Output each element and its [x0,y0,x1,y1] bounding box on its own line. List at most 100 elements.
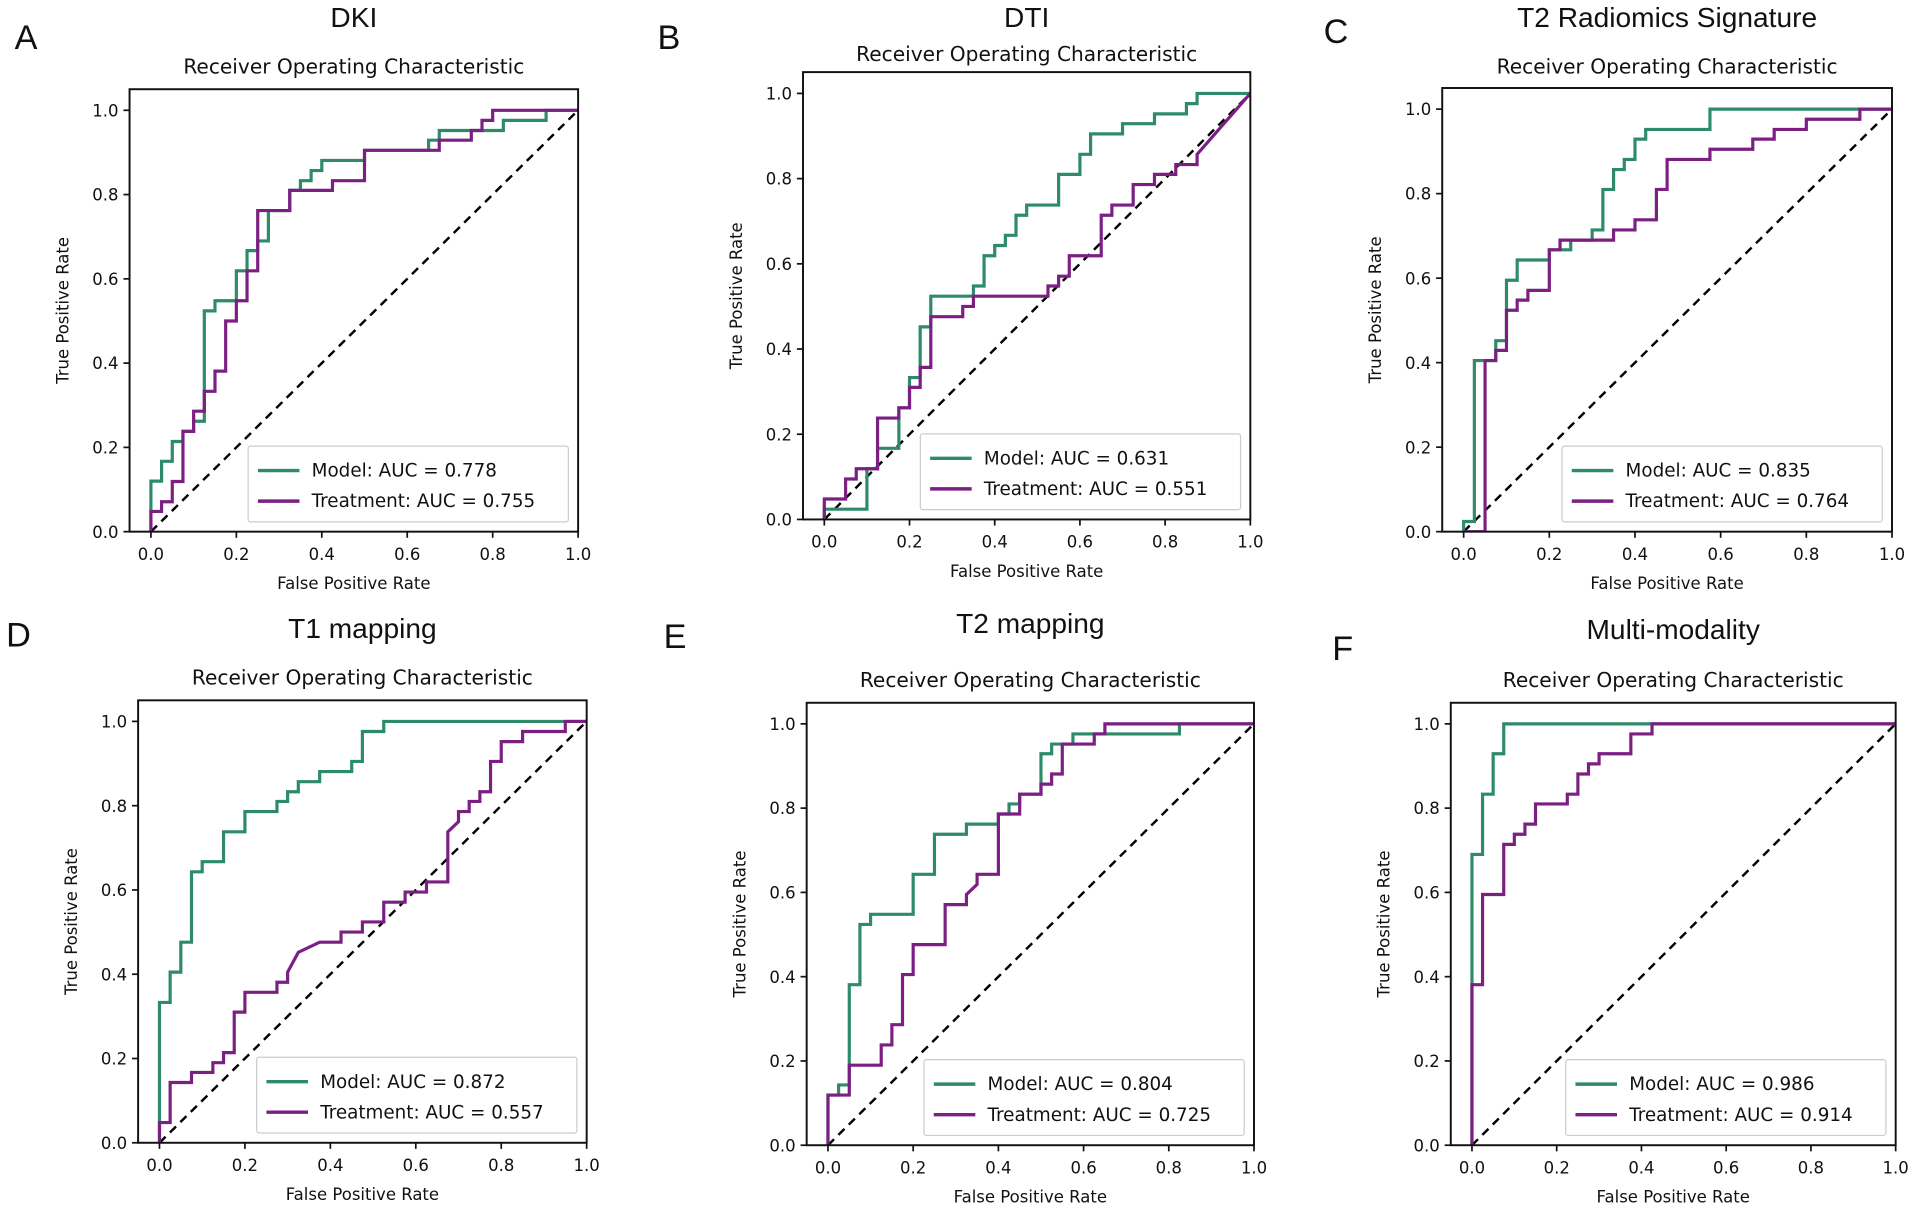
y-tick-label: 0.2 [1405,438,1431,457]
x-tick-label: 1.0 [565,545,591,564]
roc-curve-model [1470,722,1896,1146]
plot-frame [805,701,1255,1147]
roc-curve-treatment [822,92,1251,520]
legend-label-model: Model: AUC = 0.872 [320,1072,505,1093]
chance-diagonal-line [158,720,587,1143]
roc-curve-treatment [1463,107,1893,532]
legend: Model: AUC = 0.804 Treatment: AUC = 0.725 [923,1059,1245,1137]
chart-title: Receiver Operating Characteristic [860,668,1201,692]
x-tick-label: 0.8 [1152,533,1178,552]
y-tick-label: 0.6 [766,255,792,274]
y-tick-label: 0.6 [1405,269,1431,288]
panel-main-title: T2 Radiomics Signature [1517,2,1817,33]
y-tick-label: 0.2 [1414,1052,1440,1071]
y-tick-label: 0.4 [101,965,127,984]
x-tick-label: 1.0 [574,1156,600,1175]
roc-curve-treatment [149,108,579,532]
legend-label-model: Model: AUC = 0.631 [984,448,1169,469]
y-tick-label: 1.0 [1414,715,1440,734]
y-tick-label: 0.0 [92,523,118,542]
legend-label-model: Model: AUC = 0.835 [1626,461,1811,482]
roc-panel-f: F Multi-modality Receiver Operating Charac… [1332,614,1909,1206]
legend: Model: AUC = 0.631 Treatment: AUC = 0.551 [919,433,1242,511]
y-tick-label: 0.2 [766,425,792,444]
panel-main-title: Multi-modality [1587,614,1760,645]
legend-box [1565,1059,1887,1137]
chance-diagonal-line [827,722,1254,1146]
x-tick-label: 1.0 [1879,545,1905,564]
x-tick-label: 0.6 [1708,545,1734,564]
legend-box [923,1059,1245,1137]
x-tick-label: 1.0 [1241,1158,1267,1177]
legend-label-treatment: Treatment: AUC = 0.557 [319,1102,544,1123]
panel-letter: C [1324,13,1349,51]
roc-curve-treatment [1470,722,1896,1146]
x-tick-label: 1.0 [1883,1158,1909,1177]
x-tick-label: 0.6 [394,545,420,564]
chance-diagonal-line [1462,108,1893,532]
legend-label-treatment: Treatment: AUC = 0.551 [983,479,1208,500]
roc-curve-treatment [157,719,587,1143]
legend: Model: AUC = 0.778 Treatment: AUC = 0.755 [247,445,569,523]
legend: Model: AUC = 0.835 Treatment: AUC = 0.764 [1561,445,1883,523]
plot-frame [1441,87,1893,533]
y-tick-label: 0.8 [769,799,795,818]
roc-panel-d: D T1 mapping Receiver Operating Characteri… [6,613,600,1204]
x-tick-label: 0.0 [138,545,164,564]
y-tick-label: 0.2 [769,1052,795,1071]
panel-main-title: T1 mapping [288,613,436,644]
x-tick-label: 0.2 [1544,1158,1570,1177]
legend-label-treatment: Treatment: AUC = 0.764 [1625,491,1849,512]
y-axis-label: True Positive Rate [1366,236,1385,384]
x-tick-label: 0.4 [309,545,335,564]
chart-title: Receiver Operating Characteristic [183,54,524,78]
roc-panel-a: A DKI Receiver Operating Characteristic 0.0… [15,2,592,593]
x-axis-label: False Positive Rate [1597,1188,1750,1207]
x-tick-label: 0.2 [900,1158,926,1177]
y-tick-label: 0.8 [766,170,792,189]
y-axis-label: True Positive Rate [53,237,72,385]
y-tick-label: 0.0 [101,1134,127,1153]
legend-box [1561,445,1883,523]
y-tick-label: 0.0 [1405,523,1431,542]
x-axis-label: False Positive Rate [950,562,1103,581]
y-tick-label: 0.0 [766,511,792,530]
roc-curve-model [822,91,1251,520]
legend-label-treatment: Treatment: AUC = 0.725 [987,1105,1212,1126]
y-tick-label: 0.6 [101,881,127,900]
panel-main-title: DTI [1004,2,1049,33]
x-tick-label: 0.0 [1459,1158,1485,1177]
y-tick-label: 0.4 [1414,968,1440,987]
y-tick-label: 0.4 [92,354,118,373]
panel-letter: F [1332,630,1353,668]
roc-curve-treatment [826,722,1254,1146]
y-tick-label: 1.0 [101,713,127,732]
y-tick-label: 0.8 [1405,185,1431,204]
x-axis-label: False Positive Rate [1590,574,1743,593]
x-tick-label: 0.6 [1070,1158,1096,1177]
plot-frame [137,699,588,1144]
legend-label-model: Model: AUC = 0.778 [312,461,497,482]
x-tick-label: 0.8 [1156,1158,1182,1177]
chart-title: Receiver Operating Characteristic [192,665,533,689]
x-tick-label: 0.2 [896,533,922,552]
y-tick-label: 0.2 [92,439,118,458]
x-tick-label: 0.6 [1067,533,1093,552]
y-tick-label: 0.0 [769,1136,795,1155]
x-tick-label: 0.0 [811,533,837,552]
chance-diagonal-line [1471,722,1896,1146]
panel-letter: E [664,618,687,656]
legend-label-model: Model: AUC = 0.986 [1629,1074,1814,1095]
y-axis-label: True Positive Rate [1375,851,1394,999]
panel-letter: D [6,617,31,655]
roc-panel-c: C T2 Radiomics Signature Receiver Operatin… [1324,2,1905,593]
legend-box [256,1056,578,1134]
x-axis-label: False Positive Rate [277,574,430,593]
x-tick-label: 0.4 [982,533,1008,552]
panel-letter: A [15,19,38,57]
y-tick-label: 0.6 [769,884,795,903]
y-tick-label: 0.8 [1414,799,1440,818]
x-tick-label: 0.4 [1628,1158,1654,1177]
panel-main-title: T2 mapping [956,608,1104,639]
